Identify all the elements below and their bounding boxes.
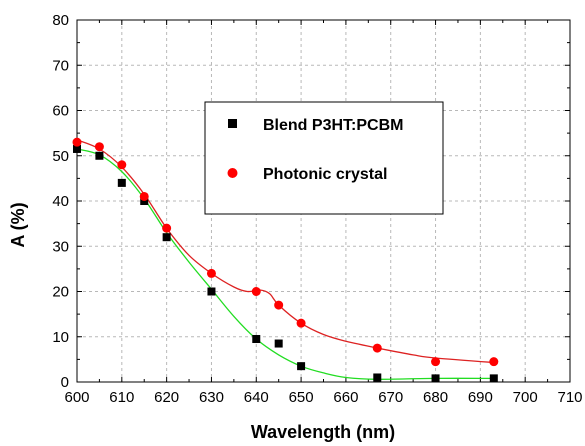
y-tick-label: 30 xyxy=(52,238,69,255)
legend-marker-photonic xyxy=(227,168,238,178)
x-tick-label: 660 xyxy=(333,389,358,406)
data-point-photonic xyxy=(489,357,499,367)
x-tick-label: 650 xyxy=(289,389,314,406)
legend-marker-blend xyxy=(228,119,237,128)
data-point-photonic xyxy=(372,343,382,353)
legend-label-photonic: Photonic crystal xyxy=(263,166,387,183)
data-point-blend xyxy=(297,362,306,371)
data-point-blend xyxy=(140,197,149,205)
data-point-photonic xyxy=(94,142,104,152)
x-tick-label: 710 xyxy=(557,389,582,406)
data-point-photonic xyxy=(274,300,284,310)
data-point-blend xyxy=(431,374,440,383)
y-tick-label: 10 xyxy=(52,329,69,346)
data-point-blend xyxy=(162,233,171,242)
x-tick-label: 620 xyxy=(154,389,179,406)
x-tick-label: 680 xyxy=(423,389,448,406)
x-tick-label: 610 xyxy=(109,389,134,406)
data-point-blend xyxy=(117,178,126,187)
data-point-photonic xyxy=(72,137,82,147)
y-tick-label: 80 xyxy=(52,12,69,29)
data-point-photonic xyxy=(162,223,172,233)
data-point-blend xyxy=(73,144,81,153)
data-point-blend xyxy=(489,374,498,383)
data-point-blend xyxy=(207,287,216,296)
x-tick-label: 600 xyxy=(64,389,89,406)
data-point-blend xyxy=(95,151,104,160)
y-tick-label: 50 xyxy=(52,148,69,165)
x-tick-label: 700 xyxy=(513,389,538,406)
data-point-photonic xyxy=(117,160,127,170)
fit-curve-blend xyxy=(76,148,494,380)
y-tick-label: 0 xyxy=(61,374,69,391)
x-tick-label: 640 xyxy=(244,389,269,406)
x-tick-label: 690 xyxy=(468,389,493,406)
data-point-blend xyxy=(252,335,261,344)
legend: Blend P3HT:PCBM Photonic crystal xyxy=(204,101,444,215)
data-point-photonic xyxy=(139,191,149,201)
axes xyxy=(76,19,571,383)
x-tick-label: 670 xyxy=(378,389,403,406)
y-tick-label: 40 xyxy=(52,193,69,210)
legend-box xyxy=(204,101,444,215)
tick-labels: 600 610 620 630 640 650 660 670 680 690 700 710 0 10 2… xyxy=(52,12,582,406)
y-axis-title: A (%) xyxy=(8,202,28,247)
y-tick-label: 70 xyxy=(52,57,69,74)
x-tick-label: 630 xyxy=(199,389,224,406)
y-tick-label: 60 xyxy=(52,103,69,120)
data-point-photonic xyxy=(206,268,216,278)
data-point-blend xyxy=(274,339,283,348)
y-tick-label: 20 xyxy=(52,284,69,301)
data-points xyxy=(72,137,499,383)
x-axis-title: Wavelength (nm) xyxy=(251,422,395,442)
data-point-photonic xyxy=(431,357,441,367)
data-point-blend xyxy=(373,373,382,382)
data-point-photonic xyxy=(296,318,306,328)
legend-label-blend: Blend P3HT:PCBM xyxy=(263,117,403,134)
data-point-photonic xyxy=(251,287,261,296)
